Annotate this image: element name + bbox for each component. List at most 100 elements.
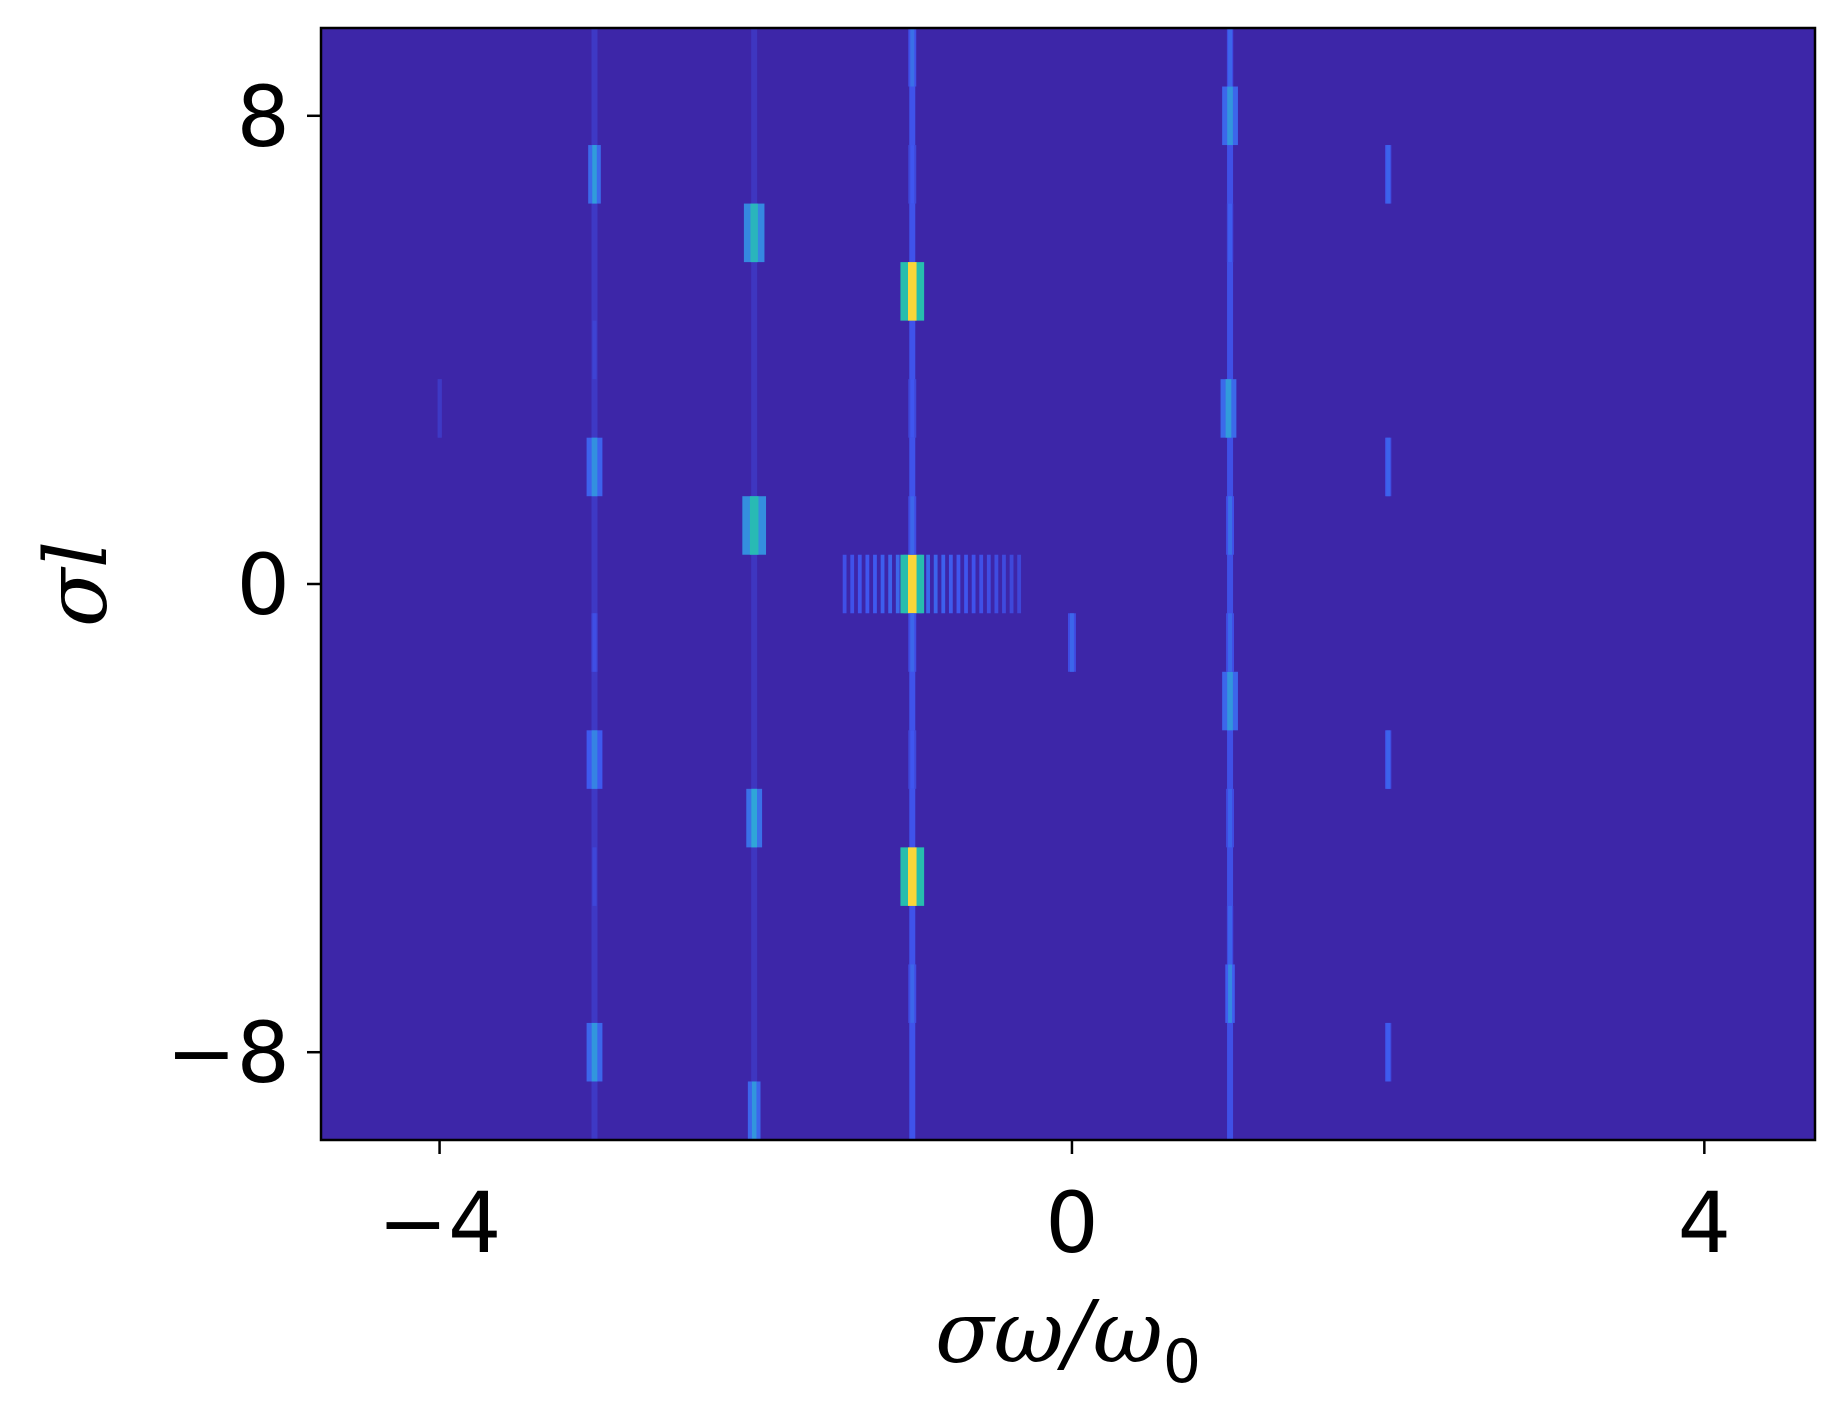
- x-axis-label: σω/ω0: [935, 1283, 1201, 1397]
- heatmap-cell-core: [1228, 788, 1233, 848]
- heatmap-cell-13: [747, 1081, 761, 1140]
- x-tick-label-0: −4: [378, 1174, 502, 1272]
- heatmap-cell-core: [591, 730, 598, 789]
- heatmap-cell-4: [908, 145, 917, 204]
- heatmap-cell-core: [1228, 28, 1233, 87]
- heatmap-fringe-bar-7: [895, 554, 900, 614]
- heatmap-cell-11: [742, 496, 767, 555]
- x-tick-label-1: 0: [1045, 1174, 1098, 1272]
- heatmap-cell-8: [908, 730, 917, 789]
- heatmap-fringe-bar-22: [1009, 554, 1014, 614]
- heatmap-ridge-line-3: [751, 28, 758, 1140]
- heatmap-cell-17: [586, 1022, 603, 1082]
- heatmap-fringe-bar-12: [933, 554, 938, 614]
- heatmap-cell-16: [586, 730, 603, 789]
- heatmap-cell-7: [908, 613, 917, 672]
- heatmap-fringe-bar-0: [842, 554, 847, 614]
- heatmap-cell-26: [1226, 203, 1234, 263]
- heatmap-cell-core: [437, 379, 442, 438]
- heatmap-cell-31: [1384, 145, 1392, 204]
- heatmap-cell-core: [1225, 379, 1232, 438]
- heatmap-fringe-bar-20: [994, 554, 999, 614]
- heatmap-fringe-bar-15: [956, 554, 961, 614]
- heatmap-cell-19: [592, 320, 597, 380]
- heatmap-ridge-line-2: [591, 28, 598, 1140]
- heatmap-cell-core: [908, 262, 917, 321]
- heatmap-fringe-bar-21: [1002, 554, 1006, 614]
- heatmap-fringe-bar-19: [986, 554, 991, 614]
- heatmap-cell-27: [1226, 496, 1234, 555]
- heatmap-cell-core: [908, 847, 917, 906]
- heatmap-cell-5: [908, 379, 917, 438]
- heatmap-cell-29: [1226, 788, 1234, 848]
- heatmap-fringe-bar-23: [1017, 554, 1022, 614]
- heatmap-cell-core: [592, 320, 597, 380]
- heatmap-cell-core: [1386, 730, 1391, 789]
- heatmap-cell-core: [910, 379, 915, 438]
- heatmap-cell-core: [591, 437, 598, 497]
- heatmap-cell-core: [592, 847, 597, 906]
- heatmap-cell-6: [908, 496, 917, 555]
- heatmap-fringe-bar-3: [865, 554, 870, 614]
- heatmap-cell-core: [751, 1081, 757, 1140]
- heatmap-cell-core: [592, 613, 597, 672]
- heatmap-cell-core: [910, 496, 915, 555]
- heatmap-cell-34: [1384, 1022, 1392, 1082]
- heatmap-cell-24: [1225, 964, 1235, 1023]
- heatmap-fringe-bar-1: [850, 554, 855, 614]
- axis-ticks: −4 0 4 8 0 −8: [166, 68, 1731, 1272]
- heatmap-cell-core: [910, 964, 915, 1023]
- heatmap-cell-core: [1228, 964, 1233, 1023]
- heatmap-cell-core: [1228, 905, 1233, 965]
- heatmap-cell-18: [591, 613, 598, 672]
- heatmap-fringe-bar-4: [873, 554, 877, 614]
- heatmap-cell-core: [1228, 496, 1233, 555]
- heatmap-cell-3: [900, 847, 925, 906]
- heatmap-cell-core: [1227, 86, 1233, 146]
- y-tick-label-1: 0: [237, 536, 290, 634]
- heatmap-cell-33: [1384, 730, 1392, 789]
- heatmap-cell-10: [743, 203, 765, 263]
- heatmap-marks: [321, 28, 1815, 1140]
- heatmap-cell-core: [910, 613, 915, 672]
- y-tick-label-2: −8: [166, 1004, 290, 1102]
- heatmap-fringe-bar-18: [979, 554, 984, 614]
- heatmap-cell-2: [900, 554, 925, 614]
- heatmap-cell-core: [749, 496, 759, 555]
- heatmap-cell-12: [746, 788, 763, 848]
- y-axis-label: σl: [27, 541, 127, 627]
- heatmap-fringe-bar-16: [964, 554, 968, 614]
- heatmap-cell-22: [1220, 379, 1237, 438]
- heatmap-fringe-bar-2: [857, 554, 862, 614]
- heatmap-cell-core: [750, 203, 758, 263]
- heatmap-cell-25: [1226, 28, 1234, 87]
- x-axis-label-main: σω/ω: [935, 1283, 1163, 1383]
- heatmap-fringe-bar-14: [948, 554, 953, 614]
- heatmap-cell-core: [751, 788, 758, 848]
- heatmap-cell-14: [588, 145, 601, 204]
- heatmap-background: [321, 28, 1815, 1140]
- heatmap-cell-0: [908, 28, 917, 87]
- heatmap-cell-core: [908, 554, 917, 614]
- x-axis-label-subscript: 0: [1163, 1327, 1201, 1397]
- heatmap-fringe-bar-5: [880, 554, 885, 614]
- heatmap-cell-23: [1222, 671, 1238, 731]
- heatmap-cell-21: [1222, 86, 1238, 146]
- heatmap-cell-core: [1386, 437, 1391, 497]
- heatmap-cell-core: [1228, 203, 1233, 263]
- heatmap-cell-core: [910, 28, 915, 87]
- heatmap-ridge-line-1: [1227, 28, 1234, 1140]
- heatmap-fringe-bar-17: [971, 554, 976, 614]
- heatmap-cell-core: [1228, 613, 1233, 672]
- heatmap-cell-35: [1068, 613, 1076, 672]
- heatmap-cell-9: [908, 964, 917, 1023]
- heatmap-cell-28: [1226, 613, 1234, 672]
- heatmap-cell-36: [437, 379, 442, 438]
- heatmap-cell-core: [1069, 613, 1074, 672]
- x-tick-label-2: 4: [1678, 1174, 1731, 1272]
- y-tick-label-0: 8: [237, 68, 290, 166]
- heatmap-cell-32: [1384, 437, 1392, 497]
- heatmap-cell-core: [591, 1022, 598, 1082]
- heatmap-cell-core: [592, 145, 597, 204]
